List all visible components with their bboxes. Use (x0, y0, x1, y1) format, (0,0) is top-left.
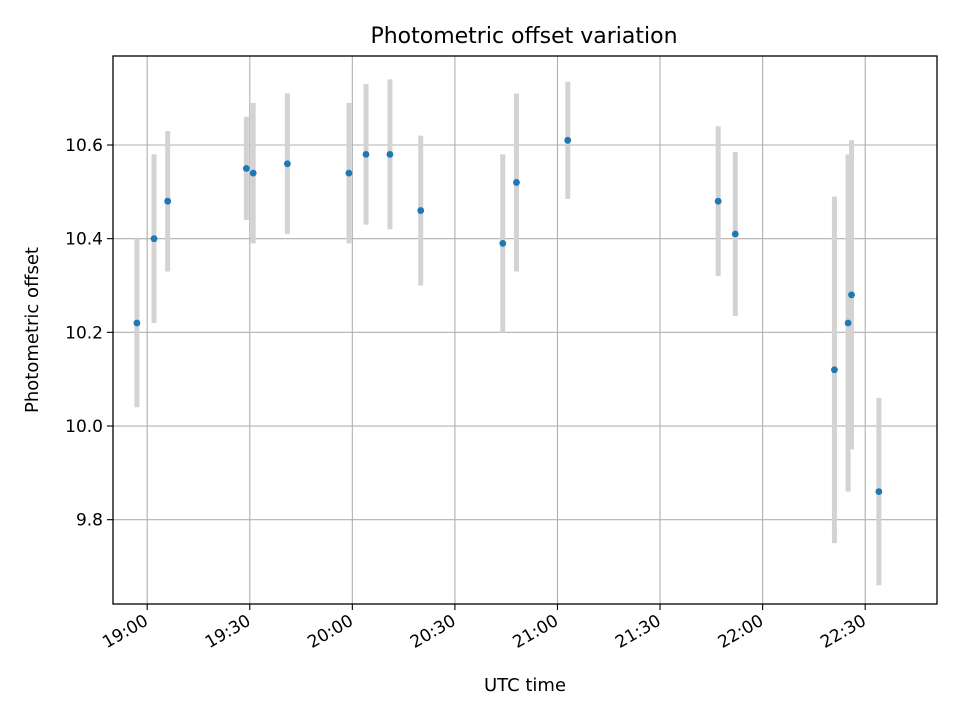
chart-title: Photometric offset variation (370, 24, 677, 49)
y-tick-label: 10.0 (65, 417, 103, 437)
data-point (133, 319, 141, 327)
data-points (133, 136, 883, 495)
data-point (831, 366, 838, 374)
data-point (714, 197, 722, 205)
y-tick-label: 10.2 (65, 323, 103, 343)
data-point (249, 169, 257, 177)
data-point (386, 150, 394, 158)
x-tick-label: 21:30 (612, 611, 664, 653)
data-point (513, 179, 520, 186)
y-axis-label: Photometric offset (22, 247, 43, 413)
x-axis-label: UTC time (484, 675, 566, 696)
plot-frame (112, 55, 938, 605)
x-tick-label: 19:00 (99, 611, 151, 653)
y-tick-label: 9.8 (76, 511, 103, 531)
y-axis-ticks: 9.8 10.0 10.2 10.4 10.6 (65, 136, 113, 531)
data-point (242, 165, 250, 172)
x-tick-label: 22:00 (715, 611, 767, 653)
x-axis-ticks: 19:00 19:30 20:00 20:30 21:00 21:30 22:00 22:30 (99, 604, 870, 653)
grid (113, 56, 937, 604)
x-tick-label: 20:00 (304, 611, 356, 653)
data-point (499, 239, 507, 247)
data-point (731, 230, 739, 238)
data-point (844, 319, 852, 327)
data-point (283, 160, 291, 168)
x-tick-label: 21:00 (510, 611, 562, 653)
y-tick-label: 10.4 (65, 230, 103, 250)
x-tick-label: 22:30 (817, 611, 869, 653)
data-point (875, 488, 883, 495)
y-tick-label: 10.6 (65, 136, 103, 156)
data-point (150, 235, 158, 243)
data-point (345, 169, 353, 177)
x-tick-label: 20:30 (407, 611, 459, 653)
data-point (564, 136, 572, 144)
data-point (362, 150, 370, 158)
data-point (417, 207, 425, 214)
data-point (848, 291, 855, 299)
x-tick-label: 19:30 (202, 611, 254, 653)
data-point (164, 197, 172, 205)
